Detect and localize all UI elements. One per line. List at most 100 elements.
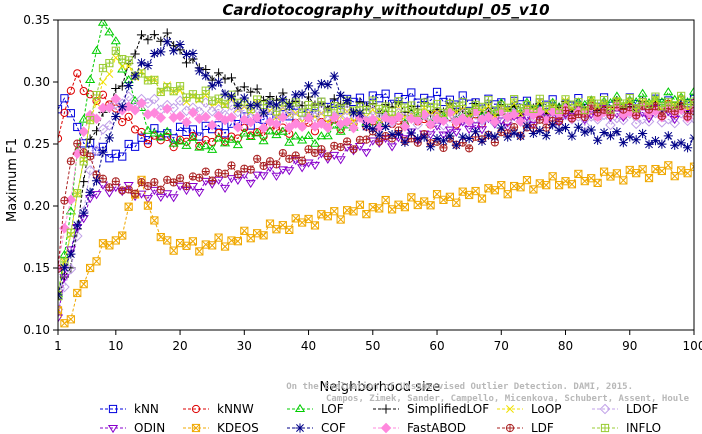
data-point-knn	[130, 142, 140, 151]
legend-marker-loop	[506, 405, 514, 413]
data-point-kdeos	[240, 226, 249, 235]
data-point-fastabod	[508, 109, 520, 120]
data-point-cof	[310, 88, 320, 98]
legend-label: LOF	[321, 402, 344, 416]
data-point-cof	[483, 130, 494, 140]
data-point-cof	[194, 66, 204, 76]
data-point-cof	[625, 132, 635, 142]
data-point-simplifiedlof	[111, 83, 121, 94]
series-line-inflo	[58, 49, 694, 297]
data-point-odin	[271, 172, 282, 181]
data-point-cof	[72, 220, 82, 230]
data-point-inflo	[220, 99, 230, 108]
data-point-kdeos	[150, 216, 159, 225]
data-point-kdeos	[638, 165, 647, 174]
data-point-knn	[195, 132, 204, 141]
data-point-kdeos	[689, 162, 694, 171]
y-tick-label: 0.30	[23, 75, 50, 89]
data-point-loop	[336, 112, 345, 121]
data-point-simplifiedlof	[226, 73, 237, 83]
legend-label: LDF	[531, 421, 554, 434]
data-point-inflo	[535, 94, 544, 103]
data-point-lof	[277, 126, 288, 135]
data-point-cof	[361, 122, 371, 132]
data-point-odin	[213, 176, 224, 185]
data-point-lof	[187, 132, 199, 141]
data-point-odin	[149, 186, 160, 196]
legend-label: COF	[321, 421, 346, 434]
data-point-inflo	[368, 96, 377, 105]
data-point-knnw	[60, 108, 69, 117]
data-point-cof	[117, 102, 127, 112]
x-tick-label: 100	[683, 339, 702, 353]
data-point-kdeos	[195, 247, 204, 256]
data-point-cof	[515, 131, 526, 141]
data-point-inflo	[98, 63, 108, 73]
data-point-inflo	[561, 95, 570, 104]
data-point-kdeos	[612, 169, 622, 178]
data-point-lof	[663, 87, 674, 96]
data-point-lof	[65, 206, 76, 215]
data-point-fastabod	[226, 112, 237, 123]
data-point-cof	[426, 142, 436, 152]
data-point-inflo	[111, 46, 120, 55]
data-point-cof	[162, 37, 172, 47]
data-point-cof	[503, 132, 513, 142]
data-point-cof	[528, 128, 538, 139]
data-point-ldof	[58, 304, 64, 315]
series-simplifiedlof	[58, 28, 694, 304]
x-tick-label: 50	[365, 339, 380, 353]
data-point-odin	[91, 191, 102, 200]
data-point-lof	[213, 133, 224, 142]
data-point-fastabod	[129, 104, 141, 116]
data-point-fastabod	[322, 122, 334, 134]
data-point-knnw	[124, 112, 133, 121]
data-point-cof	[239, 93, 249, 103]
axes: 1 10 20 30 40 50 60 70 80 90 100 0.10 0.15 0.20 0.25 0.…	[23, 13, 702, 353]
data-point-kdeos	[664, 161, 673, 170]
data-point-cof	[291, 90, 301, 100]
data-point-knn	[381, 89, 390, 98]
data-point-lof	[168, 138, 179, 147]
data-point-kdeos	[188, 237, 198, 246]
data-point-fastabod	[438, 115, 449, 127]
data-point-inflo	[73, 189, 82, 198]
data-point-ldf	[169, 178, 178, 187]
data-point-fastabod	[271, 118, 282, 130]
data-point-inflo	[529, 104, 538, 113]
x-tick-label: 1	[54, 339, 62, 353]
data-point-odin	[367, 137, 378, 146]
data-point-lof	[155, 132, 166, 141]
legend-marker-knn	[108, 404, 118, 414]
legend-label: kNNW	[217, 402, 254, 416]
data-point-inflo	[381, 102, 390, 111]
legend-item-fastabod: FastABOD	[373, 421, 466, 434]
data-point-cof	[599, 127, 609, 138]
data-point-kdeos	[143, 201, 153, 210]
data-point-cof	[98, 147, 108, 157]
data-point-odin	[444, 126, 455, 135]
data-point-ldof	[412, 119, 424, 130]
data-point-kdeos	[381, 195, 390, 205]
data-point-odin	[155, 193, 166, 203]
data-point-ldf	[143, 182, 153, 191]
data-point-inflo	[323, 107, 332, 117]
data-point-ldf	[304, 145, 313, 154]
data-point-fastabod	[277, 112, 289, 123]
data-point-cof	[226, 91, 237, 101]
data-point-ldf	[98, 174, 108, 183]
data-point-lof	[97, 20, 109, 26]
data-point-ldf	[465, 144, 474, 153]
data-point-ldf	[130, 189, 140, 198]
data-point-kdeos	[407, 193, 416, 202]
data-point-knn	[73, 122, 82, 132]
data-point-knn	[375, 94, 384, 103]
data-point-fastabod	[123, 101, 134, 112]
data-point-ldf	[86, 152, 95, 161]
data-point-ldf	[317, 145, 326, 154]
data-point-inflo	[86, 115, 95, 125]
data-point-odin	[297, 164, 308, 173]
data-point-cof	[246, 100, 256, 111]
legend-label: KDEOS	[217, 421, 259, 434]
data-point-inflo	[632, 104, 641, 113]
